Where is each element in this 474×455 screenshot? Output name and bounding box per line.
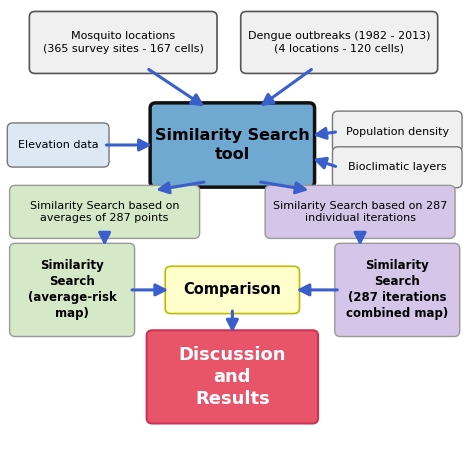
Text: Similarity
Search
(287 iterations
combined map): Similarity Search (287 iterations combin… <box>346 259 448 320</box>
Text: Mosquito locations
(365 survey sites - 167 cells): Mosquito locations (365 survey sites - 1… <box>43 31 204 54</box>
Text: Similarity Search based on 287
individual iterations: Similarity Search based on 287 individua… <box>273 201 447 223</box>
FancyBboxPatch shape <box>7 123 109 167</box>
FancyBboxPatch shape <box>265 185 455 238</box>
Text: Similarity Search
tool: Similarity Search tool <box>155 128 310 162</box>
FancyBboxPatch shape <box>150 103 315 187</box>
Text: Discussion
and
Results: Discussion and Results <box>179 346 286 408</box>
FancyBboxPatch shape <box>146 330 318 424</box>
FancyBboxPatch shape <box>29 11 217 73</box>
FancyBboxPatch shape <box>9 243 135 337</box>
Text: Population density: Population density <box>346 126 449 136</box>
FancyBboxPatch shape <box>9 185 200 238</box>
FancyBboxPatch shape <box>335 243 460 337</box>
FancyBboxPatch shape <box>165 266 300 313</box>
Text: Similarity
Search
(average-risk
map): Similarity Search (average-risk map) <box>27 259 117 320</box>
FancyBboxPatch shape <box>332 111 462 152</box>
FancyBboxPatch shape <box>241 11 438 73</box>
Text: Bioclimatic layers: Bioclimatic layers <box>348 162 447 172</box>
Text: Dengue outbreaks (1982 - 2013)
(4 locations - 120 cells): Dengue outbreaks (1982 - 2013) (4 locati… <box>248 31 430 54</box>
FancyBboxPatch shape <box>332 147 462 188</box>
Text: Elevation data: Elevation data <box>18 140 99 150</box>
Text: Comparison: Comparison <box>183 283 281 298</box>
Text: Similarity Search based on
averages of 287 points: Similarity Search based on averages of 2… <box>30 201 179 223</box>
